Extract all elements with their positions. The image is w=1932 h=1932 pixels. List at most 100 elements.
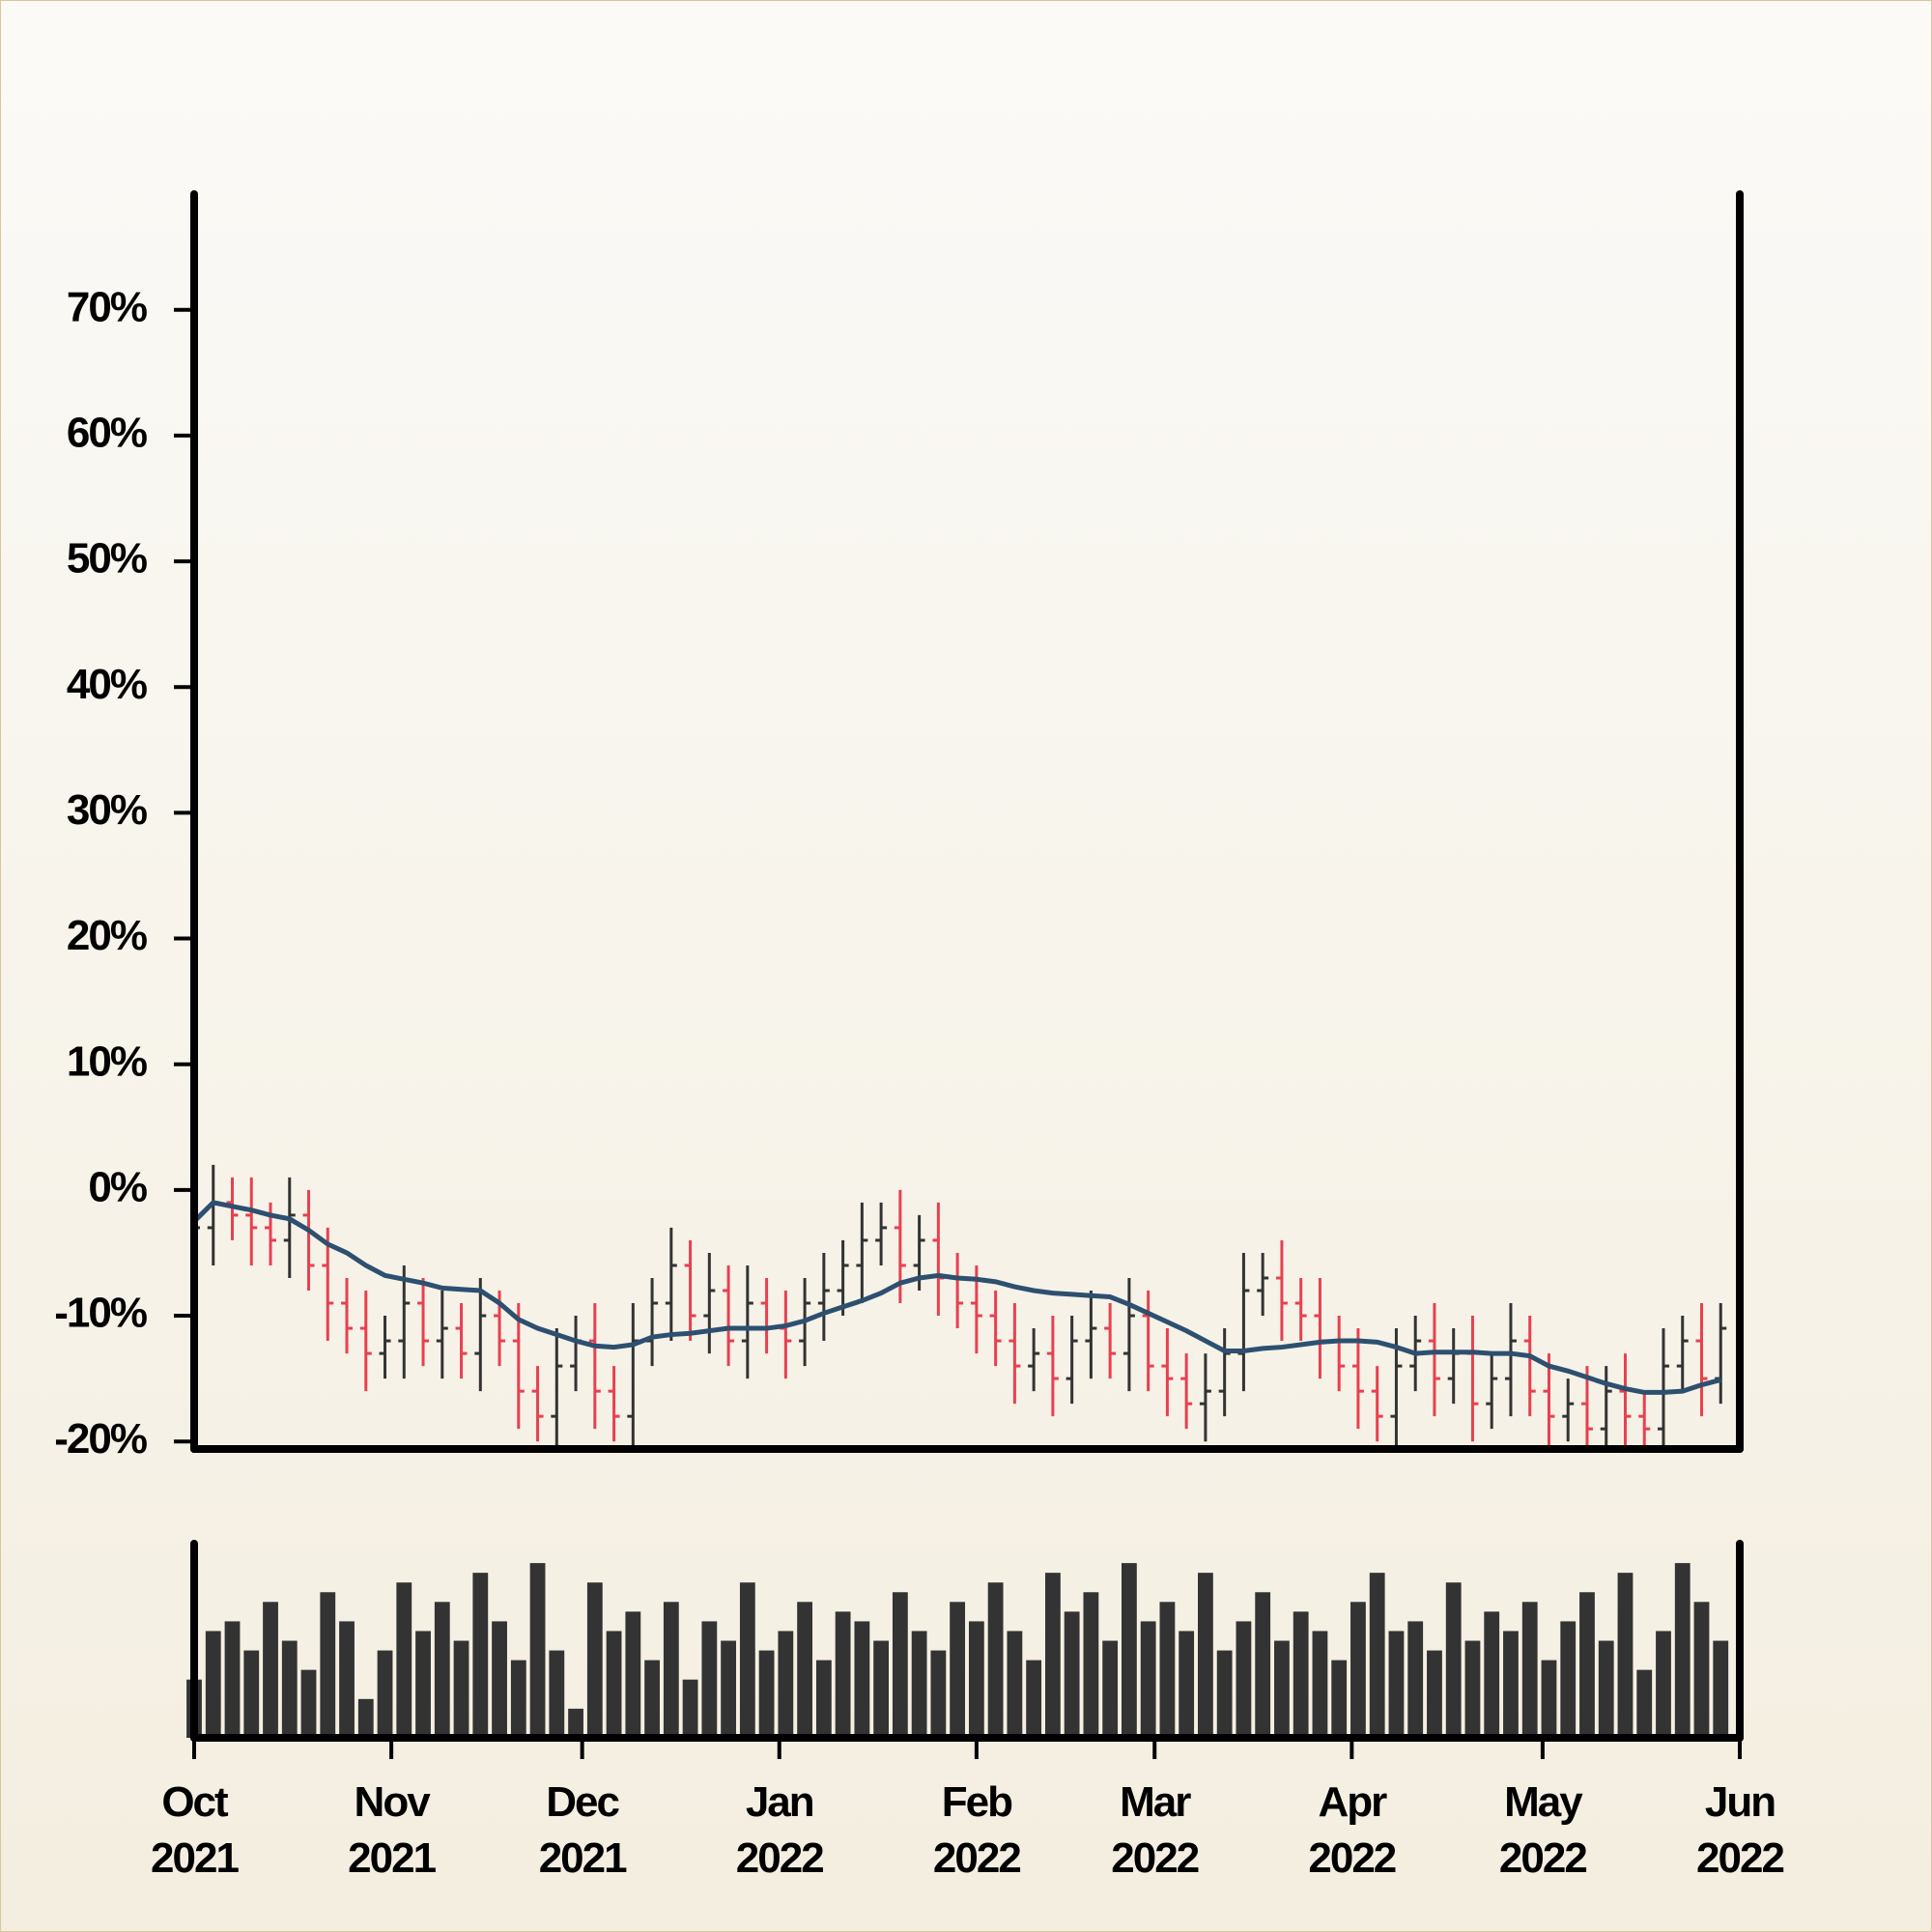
volume-bar: [1159, 1602, 1176, 1738]
volume-bar: [1216, 1650, 1233, 1738]
volume-bar: [1312, 1631, 1328, 1738]
moving-average: [194, 1200, 1721, 1395]
volume-bar: [1503, 1631, 1519, 1738]
volume-bar: [625, 1611, 641, 1738]
volume-bar: [1179, 1631, 1195, 1738]
volume-bar: [701, 1621, 718, 1738]
y-tick-label: 0%: [88, 1163, 146, 1210]
volume-bar: [1484, 1611, 1500, 1738]
volume-bar: [873, 1640, 890, 1738]
volume-bar: [930, 1650, 947, 1738]
volume-bar: [1407, 1621, 1424, 1738]
volume-bar: [300, 1669, 317, 1738]
volume-bar: [854, 1621, 870, 1738]
x-tick-label: Feb 2022: [932, 1778, 1022, 1882]
volume-bar: [606, 1631, 622, 1738]
volume-bar: [1255, 1592, 1271, 1738]
volume-bar: [510, 1660, 526, 1738]
y-tick-label: 30%: [67, 786, 147, 834]
volume-bar: [663, 1602, 679, 1738]
volume-bar: [568, 1708, 583, 1738]
y-tick-label: 40%: [67, 661, 147, 708]
volume-bar: [1713, 1640, 1729, 1738]
volume-bar: [721, 1640, 736, 1738]
volume-bar: [1369, 1573, 1385, 1738]
volume-bar: [1331, 1660, 1348, 1738]
volume-bar: [1044, 1573, 1061, 1738]
volume-bar: [797, 1602, 812, 1738]
volume-bar: [1198, 1573, 1213, 1738]
plot-area: [194, 1164, 1727, 1449]
volume-bar: [263, 1602, 278, 1738]
volume-bar: [1560, 1621, 1577, 1738]
y-tick-label: 70%: [67, 283, 147, 330]
volume-bar: [1598, 1640, 1614, 1738]
volume-bar: [1083, 1592, 1099, 1738]
volume-bar: [492, 1621, 507, 1738]
volume-bar: [758, 1650, 775, 1738]
volume-bar: [1140, 1621, 1156, 1738]
volume-bar: [224, 1621, 241, 1738]
x-tick-label: Oct 2021: [151, 1778, 240, 1882]
volume-bar: [987, 1582, 1004, 1738]
volume-bar: [586, 1582, 603, 1738]
volume-bar: [911, 1631, 927, 1738]
volume-bar: [1674, 1563, 1690, 1738]
volume-bar: [968, 1621, 984, 1738]
volume-bar: [377, 1650, 393, 1738]
volume-bar: [357, 1698, 374, 1738]
volume-bar: [1464, 1640, 1481, 1738]
y-tick-label: 20%: [67, 912, 147, 959]
volume-bar: [1617, 1573, 1634, 1738]
x-tick-label: Jan 2022: [735, 1778, 825, 1882]
volume-bar: [1693, 1602, 1710, 1738]
volume-bar: [1388, 1631, 1405, 1738]
volume-bar: [1274, 1640, 1290, 1738]
volume-bar: [549, 1650, 565, 1738]
y-tick-label: 60%: [67, 410, 147, 457]
volume-bar: [1293, 1611, 1309, 1738]
volume-bar: [1636, 1669, 1653, 1738]
volume-bar: [453, 1640, 469, 1738]
volume-bar: [339, 1621, 355, 1738]
x-tick-label: Dec 2021: [538, 1778, 628, 1882]
volume-bar: [320, 1592, 336, 1738]
x-tick-label: Nov 2021: [348, 1778, 437, 1882]
y-tick-label: -20%: [54, 1415, 147, 1463]
volume-bar: [1026, 1660, 1042, 1738]
y-tick-label: 50%: [67, 535, 147, 582]
volume-bar: [1236, 1621, 1252, 1738]
volume-bar: [1102, 1640, 1119, 1738]
volume-bar: [892, 1592, 908, 1738]
x-tick-label: Mar 2022: [1111, 1778, 1200, 1882]
volume-bar: [1007, 1631, 1023, 1738]
volume-bar: [1521, 1602, 1538, 1738]
volume-bar: [1064, 1611, 1080, 1738]
volume-bar: [396, 1582, 412, 1738]
volume-bar: [1122, 1563, 1137, 1738]
volume-bar: [529, 1563, 546, 1738]
volume-bar: [205, 1631, 221, 1738]
volume-bar: [472, 1573, 489, 1738]
y-tick-label: 10%: [67, 1037, 147, 1085]
volume-bar: [682, 1679, 698, 1738]
volume-bar: [644, 1660, 660, 1738]
volume-bar: [739, 1582, 755, 1738]
volume-bar: [434, 1602, 450, 1738]
volume-bar: [815, 1660, 832, 1738]
volume-bar: [281, 1640, 298, 1738]
volume-bar: [1427, 1650, 1442, 1738]
volume-bar: [243, 1650, 260, 1738]
x-tick-label: May 2022: [1498, 1778, 1588, 1882]
y-tick-label: -10%: [54, 1290, 147, 1337]
volume-bar: [778, 1631, 794, 1738]
volume-bar: [415, 1631, 431, 1738]
volume-bar: [1656, 1631, 1671, 1738]
volume-bar: [835, 1611, 851, 1738]
volume-bar: [950, 1602, 966, 1738]
volume-bar: [1541, 1660, 1557, 1738]
x-tick-label: Apr 2022: [1308, 1778, 1397, 1882]
volume-bar: [1445, 1582, 1462, 1738]
